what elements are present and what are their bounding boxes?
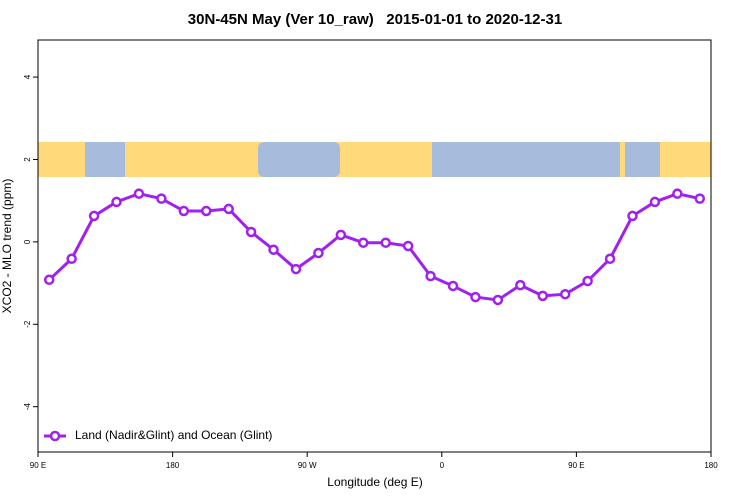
- y-axis-label: XCO2 - MLO trend (ppm): [0, 179, 14, 314]
- data-point: [425, 270, 436, 282]
- x-tick-label: 180: [166, 461, 180, 470]
- data-point: [627, 210, 638, 222]
- data-point: [470, 291, 481, 303]
- x-tick-label: 90 W: [298, 461, 317, 470]
- x-tick-label: 90 E: [568, 461, 584, 470]
- data-point: [43, 274, 55, 286]
- legend-marker: [49, 430, 61, 442]
- data-point: [537, 290, 548, 302]
- data-point: [88, 210, 100, 222]
- data-point: [447, 280, 459, 292]
- x-tick-label: 90 E: [30, 461, 46, 470]
- data-point: [582, 275, 593, 287]
- data-point: [111, 196, 122, 208]
- y-tick-label: 0: [23, 239, 32, 244]
- data-point: [245, 226, 257, 238]
- data-point: [156, 193, 167, 204]
- data-point: [515, 279, 526, 291]
- legend-label: Land (Nadir&Glint) and Ocean (Glint): [75, 428, 272, 442]
- data-point: [604, 253, 616, 265]
- data-point: [290, 263, 302, 275]
- data-line: [48, 192, 701, 302]
- data-point: [559, 288, 571, 300]
- data-point: [358, 237, 369, 248]
- x-tick-label: 180: [704, 461, 718, 470]
- x-tick-label: 0: [440, 461, 445, 470]
- y-tick-label: 2: [23, 157, 32, 162]
- data-point: [66, 253, 77, 265]
- y-tick-label: 4: [23, 74, 32, 79]
- data-point: [178, 205, 190, 217]
- data-point: [335, 229, 347, 241]
- data-point: [268, 244, 279, 255]
- data-point: [133, 188, 145, 199]
- plot-frame: [37, 39, 712, 453]
- y-tick-label: -4: [23, 403, 32, 411]
- data-point: [223, 203, 234, 215]
- x-axis-label: Longitude (deg E): [327, 475, 422, 489]
- chart-title: 30N-45N May (Ver 10_raw) 2015-01-01 to 2…: [188, 11, 562, 28]
- data-point: [672, 188, 683, 199]
- data-point: [201, 205, 212, 217]
- data-point: [402, 240, 414, 252]
- y-tick-label: -2: [23, 320, 32, 328]
- data-point: [380, 237, 391, 248]
- data-point: [649, 196, 661, 208]
- map-strip: [38, 142, 711, 177]
- data-point: [492, 294, 504, 306]
- data-point: [694, 193, 706, 204]
- data-point: [313, 247, 324, 259]
